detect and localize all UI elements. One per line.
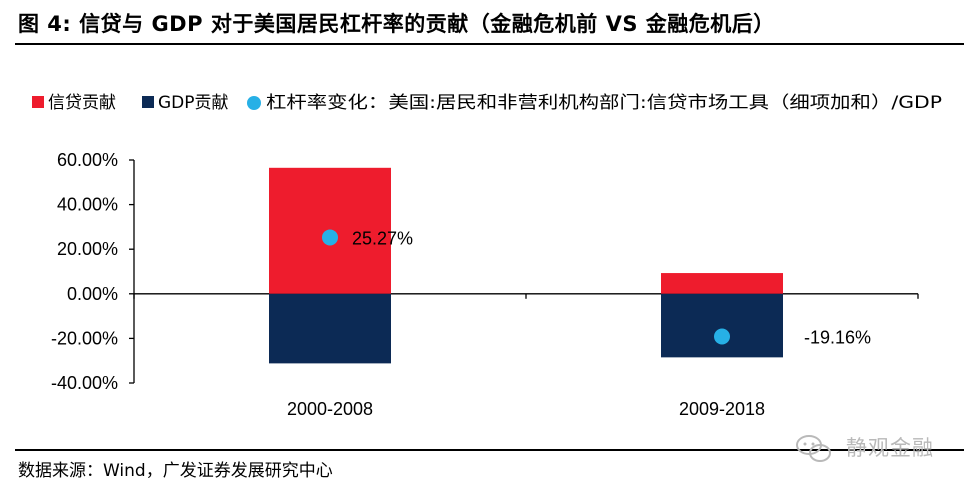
y-tick-label: 0.00% <box>67 284 118 304</box>
legend-marker-leverage <box>247 96 261 110</box>
y-tick-label: 20.00% <box>57 239 118 259</box>
figure-title: 图 4: 信贷与 GDP 对于美国居民杠杆率的贡献（金融危机前 VS 金融危机后… <box>18 12 775 36</box>
source-note: 数据来源：Wind，广发证券发展研究中心 <box>18 461 333 481</box>
leverage-change-label: -19.16% <box>804 328 871 348</box>
legend-label-credit: 信贷贡献 <box>48 93 116 113</box>
chart: 信贷贡献 GDP贡献 杠杆率变化：美国:居民和非营利机构部门:信贷市场工具（细项… <box>32 93 942 419</box>
leverage-change-point <box>322 229 338 246</box>
legend-label-leverage: 杠杆率变化：美国:居民和非营利机构部门:信贷市场工具（细项加和）/GDP <box>266 93 942 113</box>
bar-gdp-contribution <box>661 293 783 358</box>
y-tick-label: -20.00% <box>51 328 118 348</box>
legend-swatch-credit <box>32 96 44 108</box>
watermark: 静观金融 <box>846 436 934 460</box>
title-rule <box>15 43 964 45</box>
x-tick-label: 2009-2018 <box>679 399 765 419</box>
bar-gdp-contribution <box>269 293 391 364</box>
legend: 信贷贡献 GDP贡献 杠杆率变化：美国:居民和非营利机构部门:信贷市场工具（细项… <box>32 93 942 113</box>
bar-credit-contribution <box>661 273 783 294</box>
wechat-icon <box>796 435 831 462</box>
leverage-change-label: 25.27% <box>352 228 413 248</box>
y-tick-label: -40.00% <box>51 373 118 393</box>
footer-rule <box>15 449 964 451</box>
y-tick-label: 60.00% <box>57 150 118 170</box>
legend-label-gdp: GDP贡献 <box>158 93 229 113</box>
x-tick-label: 2000-2008 <box>287 399 373 419</box>
y-tick-label: 40.00% <box>57 195 118 215</box>
leverage-change-point <box>714 328 730 345</box>
legend-swatch-gdp <box>142 96 154 108</box>
